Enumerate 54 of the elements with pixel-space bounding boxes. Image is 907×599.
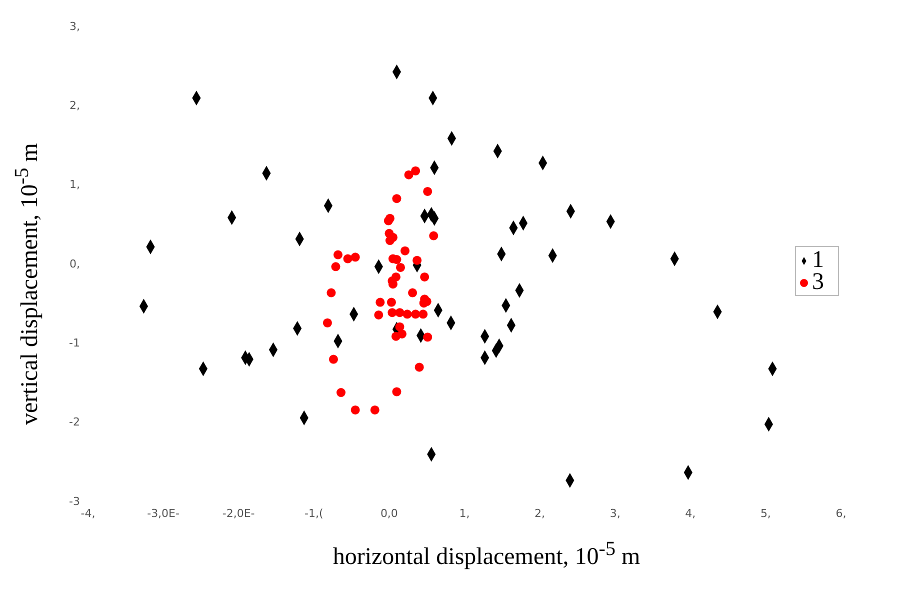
x-tick-label: 4, (685, 506, 696, 520)
point (423, 186, 432, 196)
y-tick-label: -2 (69, 416, 80, 429)
y-tick-label: -1 (69, 336, 80, 350)
x-tick-label: -4, (80, 506, 96, 520)
point (385, 214, 394, 223)
point (396, 262, 406, 272)
point (326, 288, 336, 298)
point (388, 308, 397, 318)
point (331, 262, 340, 272)
x-tick-label: 3, (610, 506, 620, 520)
x-tick-label: 0,0 (380, 506, 398, 520)
x-tick-label: 5, (760, 506, 771, 520)
point (395, 322, 404, 332)
point (328, 354, 338, 364)
point (414, 362, 424, 372)
point (408, 288, 418, 298)
point (412, 256, 422, 265)
point (400, 246, 410, 256)
point (411, 166, 420, 176)
y-tick-label: 1, (70, 178, 80, 192)
x-tick-label: -1,( (304, 506, 324, 520)
x-tick-label: 6, (836, 506, 846, 520)
point (397, 329, 407, 338)
point (420, 272, 430, 282)
x-tick-label: 1, (459, 506, 470, 520)
point (385, 236, 394, 246)
point (350, 252, 360, 262)
point (418, 310, 428, 319)
point (386, 298, 396, 307)
point (370, 405, 380, 414)
y-tick-label: 0, (70, 257, 80, 270)
point (402, 310, 412, 319)
point (429, 231, 438, 240)
x-tick-label: -3,0E- (147, 506, 180, 520)
point (392, 387, 402, 396)
point (423, 332, 432, 342)
point (404, 170, 414, 180)
point (350, 405, 360, 414)
x-tick-label: -2,0E- (222, 506, 255, 520)
point (411, 310, 420, 319)
point (392, 194, 402, 204)
y-tick-label: 2, (70, 99, 80, 112)
y-tick-label: 3, (70, 20, 80, 33)
point (374, 310, 384, 320)
point (395, 308, 404, 318)
y-tick-label: -3 (69, 494, 80, 508)
point (336, 388, 346, 398)
point (333, 250, 343, 260)
point (322, 318, 332, 328)
point (343, 254, 352, 264)
point (376, 298, 385, 307)
x-tick-label: 2, (534, 506, 546, 520)
x-axis-title: horizontal displacement, 10$^{-5}$ m (332, 538, 642, 571)
